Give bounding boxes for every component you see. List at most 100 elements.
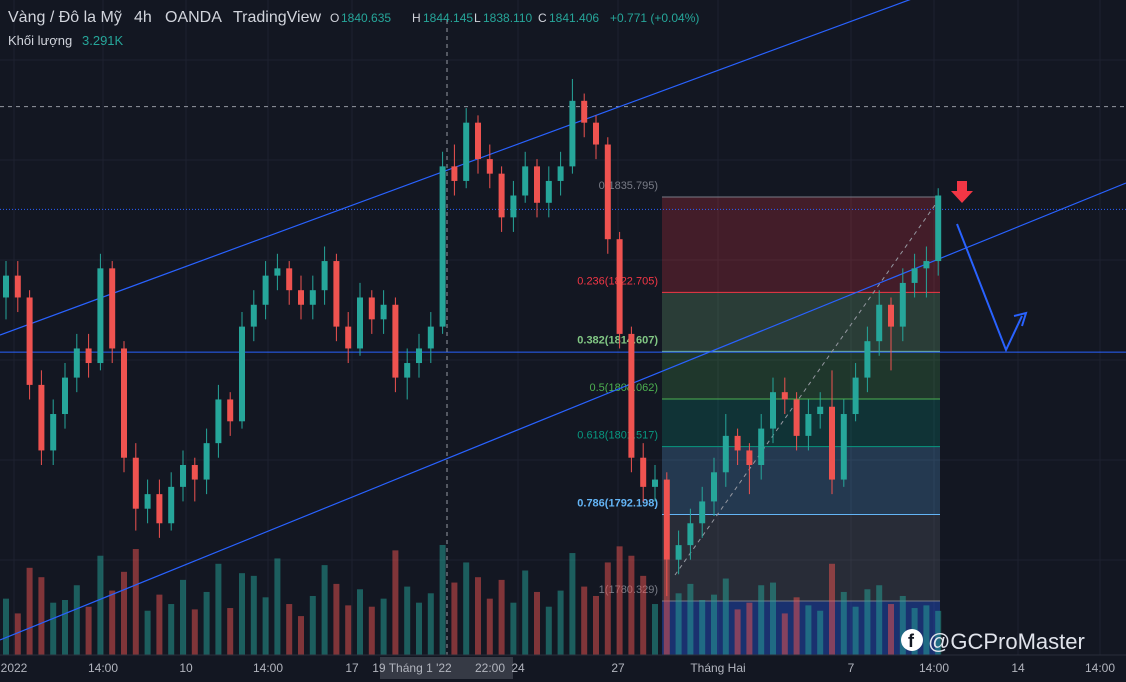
volume-bar	[557, 590, 564, 655]
candle-body	[321, 261, 328, 291]
candle-body	[522, 166, 529, 196]
candle-body	[687, 523, 694, 546]
fib-zone	[662, 399, 940, 447]
volume-bar	[781, 613, 788, 655]
volume-bar	[109, 590, 116, 655]
candle-body	[121, 348, 127, 458]
candle-body	[262, 275, 269, 305]
candle-body	[274, 268, 281, 276]
volume-bar	[722, 578, 729, 655]
volume-bar	[345, 605, 352, 655]
candle-body	[26, 297, 33, 385]
candle-body	[109, 268, 116, 349]
candle-body	[840, 414, 847, 480]
volume-bar	[156, 594, 163, 655]
volume-bar	[876, 585, 883, 655]
candle-body	[899, 282, 906, 327]
volume-bar	[191, 609, 198, 655]
volume-bar	[593, 595, 599, 655]
volume-value: 3.291K	[82, 33, 124, 48]
volume-label: Khối lượng	[8, 33, 72, 48]
volume-bar	[852, 606, 859, 655]
volume-bar	[522, 570, 529, 655]
candle-body	[817, 406, 824, 415]
candle-body	[38, 384, 45, 451]
fib-zone	[662, 351, 940, 399]
candle-body	[333, 261, 340, 327]
legend-high-label: H	[412, 11, 421, 25]
candle-body	[793, 399, 800, 436]
volume-bar	[663, 559, 670, 655]
candle-body	[781, 392, 788, 400]
candle-body	[298, 290, 304, 305]
volume-bar	[451, 582, 458, 655]
candle-body	[911, 268, 918, 283]
candle-body	[829, 406, 835, 480]
volume-bar	[711, 594, 717, 655]
candle-body	[345, 326, 352, 349]
fib-label: 0.382(1814.607)	[577, 334, 658, 346]
volume-bar	[510, 602, 517, 655]
down-arrow	[951, 181, 973, 203]
fib-label: 0(1835.795)	[599, 180, 658, 192]
volume-bar	[604, 562, 611, 655]
volume-bar	[73, 585, 80, 655]
time-label: 14:00	[919, 661, 949, 675]
volume-bar	[215, 563, 222, 655]
facebook-icon	[901, 629, 923, 651]
legend-open-label: O	[330, 11, 339, 25]
volume-bar	[3, 598, 9, 655]
volume-bar	[392, 550, 399, 655]
candle-body	[711, 472, 717, 502]
volume-bar	[899, 595, 906, 655]
candle-body	[50, 414, 57, 451]
candle-body	[569, 100, 576, 167]
crosshair-label-bg	[380, 657, 513, 679]
volume-bar	[144, 610, 151, 655]
time-label: 14:00	[1085, 661, 1115, 675]
volume-bar	[298, 616, 304, 655]
candle-body	[404, 363, 411, 378]
candle-body	[675, 545, 682, 560]
candle-body	[935, 195, 942, 262]
candle-body	[746, 450, 753, 466]
time-label: 19 Tháng 1 '22	[372, 661, 452, 675]
time-label: 7	[848, 661, 855, 675]
volume-bar	[888, 604, 894, 655]
candle-body	[180, 465, 186, 487]
candle-body	[486, 159, 493, 174]
volume-bar	[652, 604, 658, 655]
volume-bar	[439, 545, 446, 655]
candle-body	[416, 348, 422, 364]
candle-body	[510, 195, 517, 218]
facebook-f: f	[908, 631, 915, 651]
time-label: 14	[1011, 661, 1025, 675]
candle-body	[876, 304, 883, 342]
time-label: Tháng Hai	[690, 661, 745, 675]
candle-body	[888, 304, 894, 327]
candle-body	[427, 326, 434, 349]
volume-bar	[404, 586, 411, 655]
candle-body	[85, 348, 92, 364]
fib-label: 0.5(1808.062)	[590, 382, 659, 394]
time-label: 14:00	[253, 661, 283, 675]
candle-body	[215, 399, 222, 444]
legend: Vàng / Đô la Mỹ 4h OANDA TradingView O 1840.6…	[8, 9, 699, 48]
candle-body	[770, 392, 776, 429]
candle-body	[239, 326, 245, 422]
time-label: 27	[611, 661, 625, 675]
candle-body	[14, 275, 21, 298]
volume-bar	[687, 583, 694, 655]
legend-high: 1844.145	[423, 11, 473, 25]
volume-bar	[758, 585, 765, 655]
legend-low-label: L	[474, 11, 481, 25]
candle-body	[734, 435, 741, 451]
candle-body	[191, 465, 198, 480]
volume-bar	[534, 591, 540, 655]
candle-body	[203, 443, 210, 480]
volume-bar	[628, 555, 635, 655]
volume-bar	[227, 608, 234, 655]
time-label: 14:00	[88, 661, 118, 675]
volume-bar	[817, 610, 824, 655]
legend-broker: OANDA	[165, 9, 222, 26]
